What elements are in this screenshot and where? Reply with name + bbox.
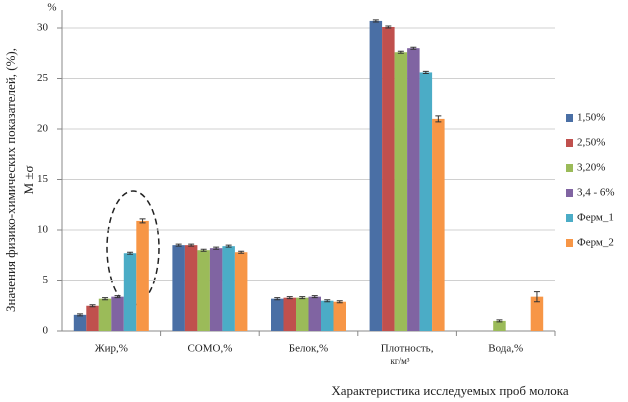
bar [283, 297, 296, 331]
bar [111, 296, 124, 331]
x-tick-label: Вода,% [488, 343, 523, 355]
error-bar [324, 299, 331, 303]
bar [209, 248, 223, 331]
bar [382, 26, 395, 332]
error-bar [422, 70, 429, 74]
legend-label: Ферм_2 [577, 237, 614, 249]
x-tick-label: Белок,% [289, 343, 328, 355]
error-bar [496, 319, 503, 323]
bar [321, 300, 334, 331]
x-axis-label: Характеристика исследуемых проб молока [331, 383, 569, 398]
legend-label: 1,50% [577, 112, 605, 124]
highlight-ellipse [106, 190, 160, 306]
x-tick-label: СОМО,% [187, 343, 232, 355]
legend-swatch [566, 189, 573, 197]
bar [234, 252, 248, 331]
error-bar [311, 295, 318, 299]
error-bar [274, 297, 281, 301]
error-bar [385, 25, 392, 29]
legend-swatch [566, 114, 573, 122]
y-tick-label: 20 [37, 123, 49, 135]
legend-label: 2,50% [577, 137, 605, 149]
y-tick-label: 0 [43, 325, 49, 337]
bar [136, 220, 149, 331]
bar [308, 296, 321, 331]
legend-label: Ферм_1 [577, 212, 614, 224]
legend-swatch [566, 164, 573, 172]
bar [73, 314, 87, 331]
y-tick-label: 5 [43, 274, 49, 286]
x-tick-label: Плотность, [381, 343, 434, 355]
y-tick-label: 30 [37, 22, 49, 34]
error-bar [188, 243, 195, 247]
bar [296, 297, 309, 331]
error-bar [175, 243, 182, 247]
bar [184, 245, 198, 331]
legend-label: 3,20% [577, 162, 605, 174]
bar [98, 298, 112, 331]
bar [407, 48, 420, 331]
bar [271, 298, 284, 331]
error-bar [410, 46, 417, 50]
y-tick-label: 15 [37, 173, 49, 185]
error-bar [200, 248, 207, 252]
error-bar [127, 251, 134, 255]
legend-swatch [566, 239, 573, 247]
bar [86, 305, 99, 331]
x-tick-label: Жир,% [95, 343, 128, 355]
y-tick-label: 25 [37, 72, 49, 84]
bar [369, 20, 383, 332]
bar [493, 320, 506, 331]
category-note: кг/м³ [391, 356, 410, 366]
legend-swatch [566, 214, 573, 222]
y-axis-label: Значения физико-химических показателей, … [3, 48, 18, 312]
error-bar [286, 296, 293, 300]
error-bar [372, 19, 379, 23]
error-bar [225, 244, 232, 248]
error-bar [299, 296, 306, 300]
y-tick-label: 10 [37, 224, 49, 236]
legend-label: 3,4 - 6% [577, 187, 615, 199]
y-unit: % [47, 2, 56, 14]
bar [123, 253, 137, 331]
error-bar [213, 246, 220, 250]
bar [419, 72, 433, 331]
legend-swatch [566, 139, 573, 147]
bar [394, 52, 408, 332]
bar [530, 296, 544, 331]
error-bar [77, 313, 84, 317]
error-bar [397, 50, 404, 54]
bar [172, 245, 185, 331]
error-bar [336, 300, 343, 304]
bar [432, 118, 445, 332]
error-bar [238, 250, 245, 254]
error-bar [89, 304, 96, 308]
error-bar [533, 291, 540, 303]
y-axis-label-2: M ±σ [21, 166, 36, 195]
error-bar [435, 115, 442, 123]
bar [197, 250, 210, 331]
bar [333, 301, 346, 331]
error-bar [139, 218, 146, 224]
error-bar [114, 295, 121, 299]
bar [222, 246, 235, 331]
error-bar [102, 297, 109, 301]
